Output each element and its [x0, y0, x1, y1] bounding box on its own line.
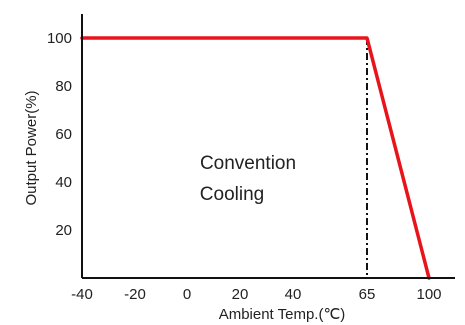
y-tick-labels: 20 40 60 80 100 [47, 30, 72, 239]
x-tick-label: 100 [416, 286, 441, 303]
x-tick-label: 40 [285, 286, 302, 303]
y-tick-label: 40 [55, 174, 72, 191]
y-tick-label: 80 [55, 78, 72, 95]
annotation-line-2: Cooling [200, 184, 264, 205]
x-tick-labels: -40 -20 0 20 40 65 100 [71, 286, 441, 303]
y-tick-label: 60 [55, 126, 72, 143]
y-tick-label: 100 [47, 30, 72, 47]
x-tick-label: -20 [124, 286, 146, 303]
x-tick-label: 0 [183, 286, 191, 303]
x-tick-label: 20 [232, 286, 249, 303]
x-tick-label: 65 [359, 286, 376, 303]
x-tick-label: -40 [71, 286, 93, 303]
y-axis-title: Output Power(%) [23, 90, 40, 205]
y-tick-label: 20 [55, 222, 72, 239]
annotation-line-1: Convention [200, 153, 296, 174]
x-axis-title: Ambient Temp.(℃) [219, 306, 346, 323]
series-line-output-power [80, 36, 431, 280]
